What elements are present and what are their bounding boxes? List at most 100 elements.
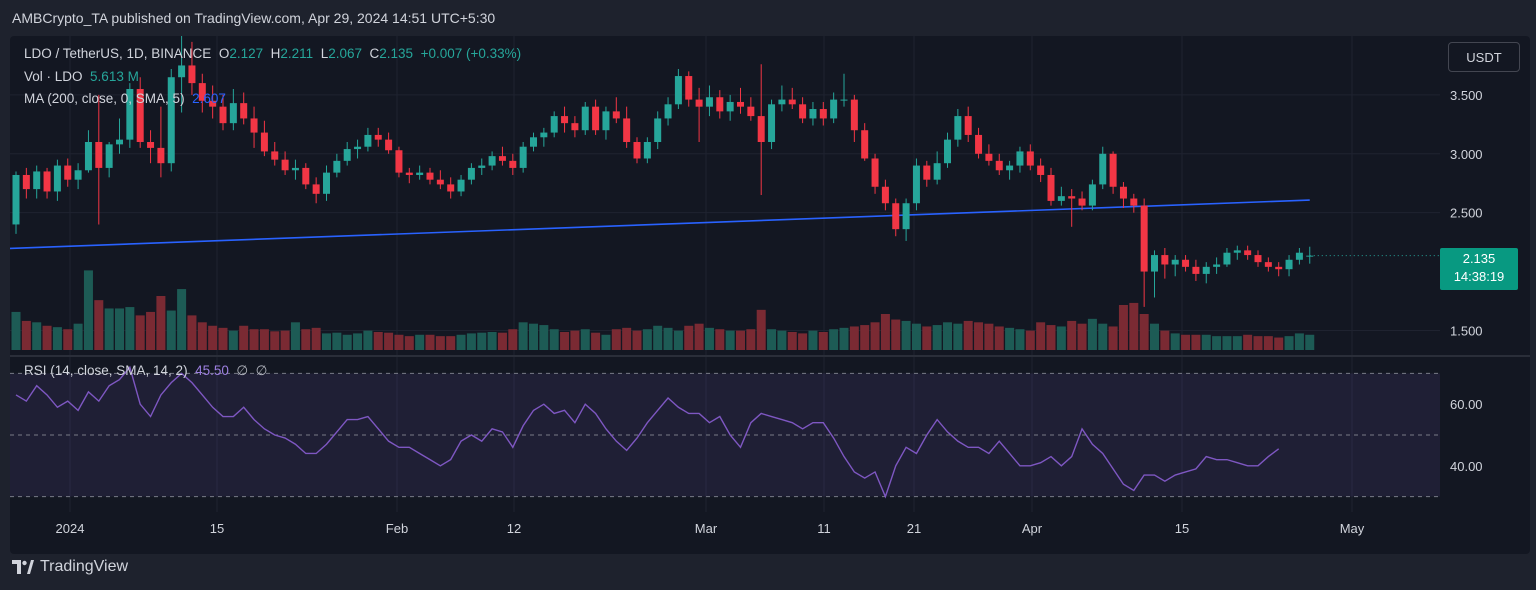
candle-body [799,104,807,119]
volume-bar [135,315,145,350]
volume-bar [1025,330,1035,350]
volume-bar [798,333,808,350]
volume-bar [1253,336,1263,350]
candle-body [333,160,341,173]
volume-bar [197,322,207,350]
candle-body [944,139,951,164]
volume-bar [518,322,528,350]
candle-body [592,106,600,131]
ma-legend[interactable]: MA (200, close, 0, SMA, 5) 2.607 [24,91,226,106]
chart-canvas[interactable]: 3.500 3.000 2.500 1.500 60.00 40.00 2024 15 Feb 1… [10,36,1530,554]
volume-bar [984,323,994,350]
volume-bar [932,325,942,350]
vol-value: 5.613 M [90,69,139,84]
volume-bar [42,325,52,350]
candle-body [892,203,900,230]
volume-bar [1160,330,1170,350]
x-tick-label: Mar [695,521,718,536]
volume-bar [1191,334,1201,350]
volume-bar [777,330,787,350]
volume-bar [342,334,352,350]
candle-body [850,99,858,131]
candle-body [312,184,320,194]
candle-body [178,65,186,78]
candle-body [95,142,103,168]
tradingview-logo-icon [12,560,34,574]
candle-body [705,97,713,107]
volume-bar [322,333,331,350]
symbol-name[interactable]: LDO / TetherUS, 1D, BINANCE [24,46,212,61]
candle-body [219,106,227,124]
x-tick-label: May [1340,521,1365,536]
candle-body [147,142,155,148]
low-value: 2.067 [328,46,363,61]
x-tick-label: Feb [386,521,408,536]
candle-body [1285,259,1293,270]
candle-body [685,76,693,100]
volume-bar [384,332,394,350]
volume-bar [1284,336,1294,350]
volume-bar [943,322,952,350]
volume-bar [911,323,921,350]
volume-bar [591,332,601,350]
volume-bar [508,329,518,350]
candle-body [995,160,1003,171]
volume-bar [63,329,73,350]
volume-legend[interactable]: Vol · LDO 5.613 M [24,69,139,84]
candle-body [1037,165,1045,175]
rsi-legend[interactable]: RSI (14, close, SMA, 14, 2) 45.50 ∅ ∅ [24,363,267,379]
volume-bar [270,331,280,350]
candle-body [1057,196,1065,201]
volume-bar [704,327,714,350]
volume-bar [177,289,187,350]
candle-body [1130,198,1138,206]
currency-button[interactable]: USDT [1448,42,1520,72]
x-tick-label: 11 [817,521,831,536]
volume-bar [166,310,176,350]
high-label: H [270,46,281,61]
candle-body [509,160,517,168]
volume-bar [725,330,735,350]
volume-bar [21,320,31,350]
open-value: 2.127 [229,46,264,61]
volume-bar [115,308,124,350]
volume-bar [32,322,42,350]
candle-body [488,156,496,166]
candle-body [1192,266,1200,274]
last-price: 2.135 [1462,251,1496,266]
candle-body [1068,196,1076,199]
volume-bar [570,330,580,350]
candle-body [343,149,351,161]
candle-body [1006,165,1014,171]
candle-body [695,99,703,107]
volume-bar [601,334,611,350]
low-label: L [320,46,329,61]
candle-body [1119,186,1127,199]
candle-body [643,142,651,159]
candle-body [1171,259,1179,265]
candle-body [271,151,279,160]
volume-bar [994,326,1004,350]
candle-body [633,142,641,159]
candle-body [809,109,817,119]
volume-bar [156,296,166,350]
volume-bar [456,334,466,350]
volume-bar [394,334,404,350]
candle-body [561,116,569,124]
volume-bar [756,309,766,350]
chart-frame[interactable]: 3.500 3.000 2.500 1.500 60.00 40.00 2024 15 Feb 1… [10,36,1530,554]
tradingview-logo[interactable]: TradingView [12,558,128,576]
candle-body [830,99,838,119]
candle-body [747,106,755,117]
candle-body [136,89,144,142]
candle-body [240,103,248,119]
volume-bar [404,336,414,350]
volume-bar [901,320,911,350]
candle-body [819,109,827,119]
volume-bar [580,329,590,350]
candle-body [105,144,113,168]
candle-body [664,104,672,119]
candle-body [64,165,72,180]
rsi-tick-label: 40.00 [1450,459,1483,474]
candle-body [612,111,620,119]
